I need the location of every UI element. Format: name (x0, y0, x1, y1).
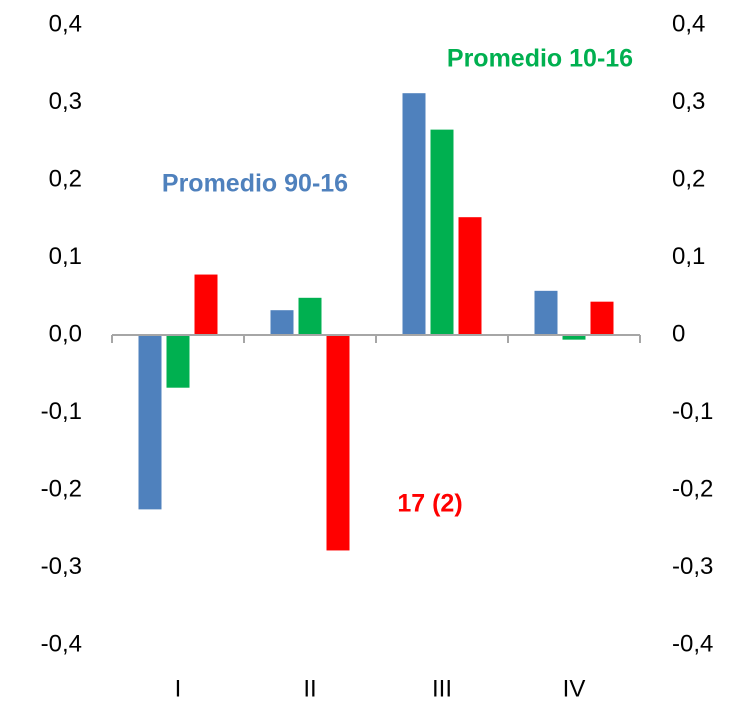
y2-tick-label: -0,4 (672, 630, 713, 657)
bar (430, 129, 454, 335)
y-tick-label: -0,2 (41, 475, 82, 502)
y2-tick-label: 0,2 (672, 165, 705, 192)
y2-tick-label: 0,1 (672, 243, 705, 270)
x-tick-label: IV (563, 675, 586, 702)
x-tick-label: I (175, 675, 182, 702)
bar (194, 274, 218, 335)
y2-tick-label: 0,3 (672, 88, 705, 115)
y-tick-label: 0,1 (49, 243, 82, 270)
x-tick-label: III (432, 675, 452, 702)
series-label: 17 (2) (397, 490, 462, 518)
bar (298, 297, 322, 335)
x-tick-label: II (303, 675, 316, 702)
bar (458, 217, 482, 335)
y2-tick-label: -0,1 (672, 398, 713, 425)
y-tick-label: -0,1 (41, 398, 82, 425)
bar (326, 335, 350, 551)
y-tick-label: 0,0 (49, 320, 82, 347)
bar (270, 310, 294, 335)
y-tick-label: -0,4 (41, 630, 82, 657)
y2-tick-label: -0,2 (672, 475, 713, 502)
y-tick-label: 0,4 (49, 10, 82, 37)
y2-tick-label: -0,3 (672, 553, 713, 580)
bar (166, 335, 190, 388)
y2-tick-label: 0,4 (672, 10, 705, 37)
series-label: Promedio 90-16 (162, 170, 348, 198)
y-tick-label: -0,3 (41, 553, 82, 580)
y-tick-label: 0,3 (49, 88, 82, 115)
bar (590, 301, 614, 335)
bar (402, 93, 426, 335)
y2-tick-label: 0 (672, 320, 685, 347)
y-tick-label: 0,2 (49, 165, 82, 192)
bar (534, 290, 558, 335)
bar (562, 335, 586, 340)
bar (138, 335, 162, 510)
series-label: Promedio 10-16 (447, 45, 633, 73)
